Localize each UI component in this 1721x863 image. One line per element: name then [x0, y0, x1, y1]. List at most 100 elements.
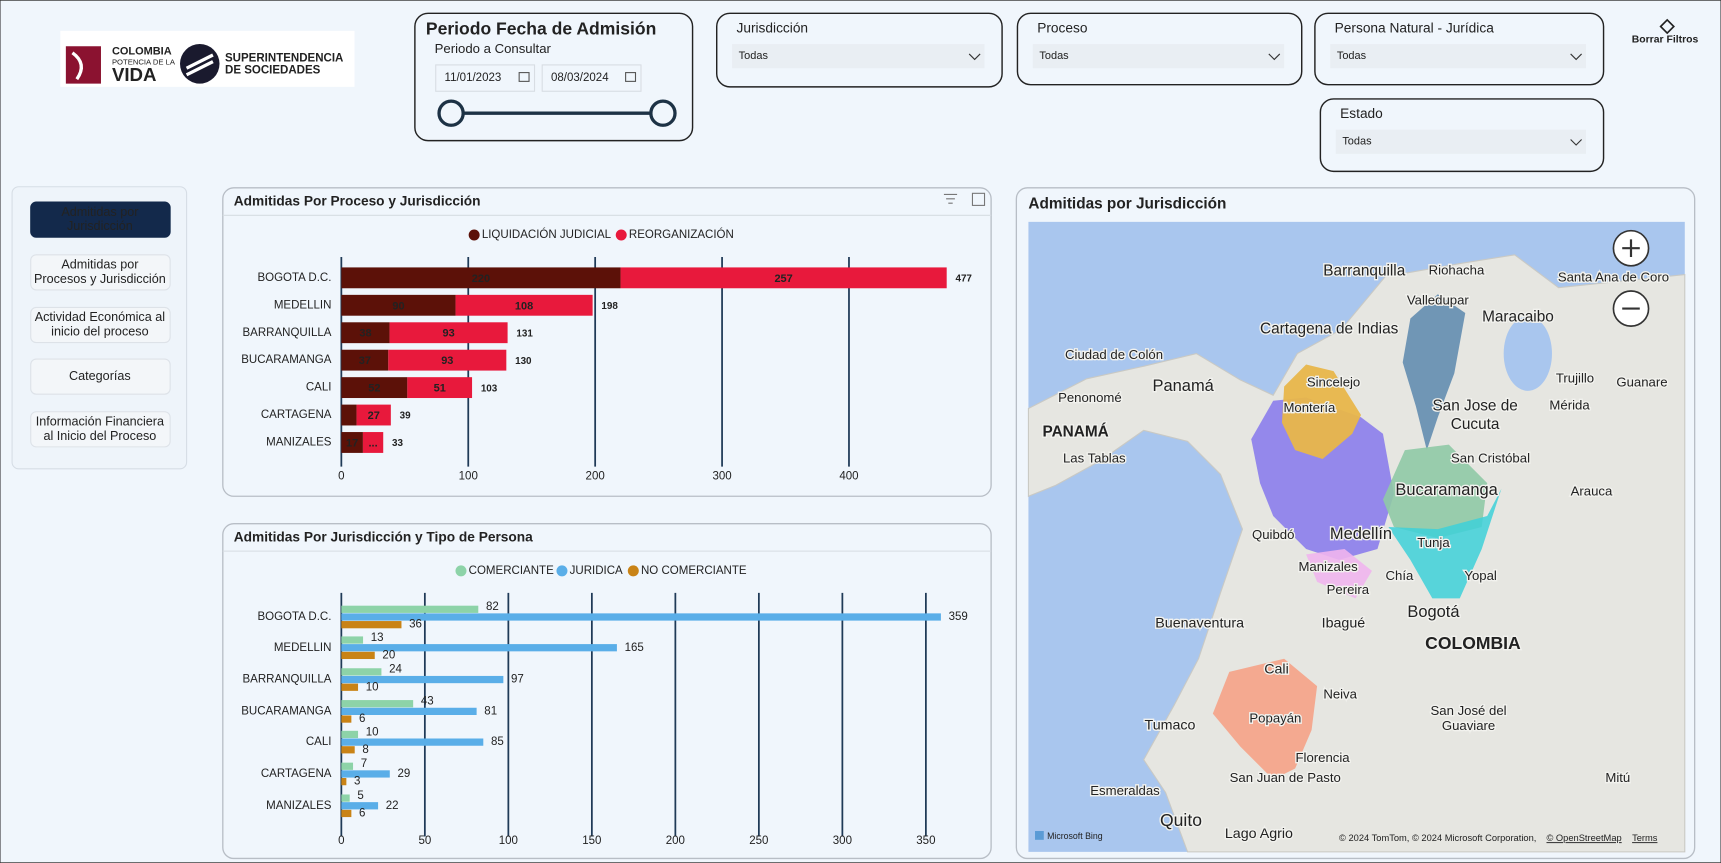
y-tick-label: CARTAGENA	[261, 768, 332, 780]
nav-button[interactable]	[30, 358, 171, 395]
bar-value-label: 165	[625, 642, 644, 654]
logo-agency: DE SOCIEDADES	[225, 64, 321, 76]
y-tick-label: CALI	[306, 382, 332, 394]
map-label: Yopal	[1464, 568, 1497, 583]
nav-label: Procesos y Jurisdicción	[34, 272, 166, 286]
filter-icon[interactable]	[943, 193, 958, 204]
bar	[341, 707, 477, 716]
bar-value-label: 43	[421, 696, 434, 708]
map-label: Quito	[1160, 810, 1202, 830]
bar-value-label: 51	[434, 383, 446, 395]
map-label: Buenaventura	[1155, 615, 1244, 631]
y-tick-label: MEDELLIN	[274, 642, 332, 654]
date-input[interactable]	[435, 64, 536, 92]
y-tick-label: BARRANQUILLA	[242, 674, 331, 686]
bar-value-label: 13	[371, 632, 384, 644]
bar	[341, 621, 402, 629]
nav-button[interactable]	[30, 254, 171, 291]
total-label: 477	[955, 274, 972, 285]
slider-handle[interactable]	[649, 99, 677, 127]
bar	[341, 802, 379, 810]
y-tick-label: MANIZALES	[266, 437, 332, 449]
y-tick-label: BUCARAMANGA	[241, 705, 332, 717]
legend-label: LIQUIDACIÓN JUDICIAL	[482, 228, 612, 241]
bar-segment	[341, 349, 389, 371]
y-tick-label: MANIZALES	[266, 800, 332, 812]
map-label: Neiva	[1323, 686, 1357, 701]
map-label: Chía	[1386, 568, 1414, 583]
nav-button[interactable]	[30, 411, 171, 448]
bar-value-label: 6	[359, 808, 365, 820]
map-title: Admitidas por Jurisdicción	[1028, 195, 1226, 212]
nav-label: Admitidas por	[61, 258, 138, 272]
dropdown[interactable]	[1032, 44, 1285, 69]
logo-emblem	[180, 44, 220, 84]
x-tick-label: 0	[338, 835, 344, 847]
bar	[341, 746, 355, 754]
y-tick-label: CALI	[306, 736, 332, 748]
logo-flag	[65, 46, 101, 84]
map-label: Las Tablas	[1063, 450, 1126, 465]
map-label: Tunja	[1417, 535, 1450, 550]
total-label: 198	[601, 301, 618, 312]
bar	[341, 715, 352, 723]
legend-label: NO COMERCIANTE	[641, 565, 747, 577]
map-label: Montería	[1283, 400, 1336, 415]
map-label: Florencia	[1296, 750, 1351, 765]
nav-label: Admitidas por	[61, 205, 138, 219]
bar	[341, 762, 354, 770]
filter-label: Estado	[1340, 106, 1383, 121]
map-label: Barranquilla	[1323, 262, 1405, 279]
map-label: Trujillo	[1556, 370, 1594, 385]
nav-button[interactable]	[30, 306, 171, 344]
bar	[341, 770, 390, 778]
bar	[341, 613, 941, 621]
bar-segment	[455, 294, 593, 316]
dropdown-value: Todas	[1342, 136, 1372, 148]
nav-button[interactable]	[30, 201, 171, 238]
calendar-icon	[518, 72, 530, 82]
x-tick-label: 350	[916, 835, 935, 847]
bar-segment	[407, 377, 473, 399]
y-tick-label: BARRANQUILLA	[242, 327, 331, 339]
map-label: Pereira	[1327, 582, 1370, 597]
legend-label: COMERCIANTE	[469, 565, 554, 577]
chart-panel	[222, 187, 992, 497]
filter-label: Jurisdicción	[736, 20, 808, 35]
filter-label: Proceso	[1037, 20, 1088, 35]
dropdown-chevron	[1570, 139, 1582, 146]
bar-value-label: 82	[486, 601, 499, 613]
bar-value-label: 10	[366, 726, 379, 738]
bar-value-label: 220	[472, 273, 490, 285]
map-label: Lago Agrio	[1225, 826, 1293, 842]
map-label: Mérida	[1549, 398, 1590, 413]
bar-value-label: 38	[359, 328, 371, 340]
map-label: Riohacha	[1429, 263, 1485, 278]
x-tick-label: 200	[666, 835, 685, 847]
x-tick-label: 200	[586, 471, 605, 483]
date-value: 08/03/2024	[551, 72, 609, 84]
logo-text: COLOMBIA	[112, 46, 172, 58]
map-label: Guanare	[1616, 375, 1667, 390]
bar-value-label: 17	[346, 437, 358, 449]
legend-dot	[627, 565, 639, 577]
dropdown[interactable]	[1335, 129, 1586, 154]
focus-icon[interactable]	[971, 192, 986, 206]
nav-label: inicio del proceso	[51, 324, 148, 338]
bar-segment	[389, 322, 508, 344]
date-input[interactable]	[541, 64, 642, 92]
nav-label: Información Financiera	[36, 414, 165, 428]
region	[1402, 294, 1466, 451]
bar	[341, 668, 382, 676]
map-label: Cali	[1264, 661, 1289, 677]
slider-handle[interactable]	[437, 99, 465, 127]
bar	[341, 644, 617, 652]
bar-value-label: 29	[397, 768, 410, 780]
bar-value-label: 81	[484, 705, 497, 717]
bar-segment	[341, 432, 363, 453]
dropdown[interactable]	[1330, 44, 1586, 69]
eraser-icon[interactable]	[1659, 18, 1675, 35]
dropdown-chevron	[1570, 53, 1582, 61]
dropdown[interactable]	[732, 44, 985, 69]
map-label: Ciudad de Colón	[1065, 347, 1163, 362]
